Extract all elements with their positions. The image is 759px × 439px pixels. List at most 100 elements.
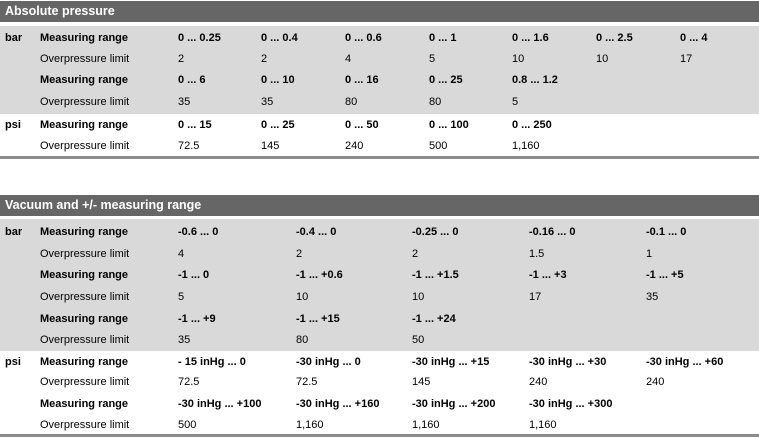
row-label: Measuring range [40,356,129,368]
table-cell: 0 ... 250 [512,119,552,131]
row-label: Overpressure limit [40,140,130,152]
table-cell: 1 [646,248,653,260]
table-cell: -0.6 ... 0 [178,226,219,238]
group-background-bar [0,219,759,351]
table-cell: 2 [261,53,268,65]
row-label: Measuring range [40,226,129,238]
table-cell: 240 [646,376,665,388]
table-cell: -30 inHg ... +200 [412,398,496,410]
table-cell: - 15 inHg ... 0 [178,356,246,368]
table-cell: 0 ... 25 [429,74,463,86]
table-cell: 4 [345,53,352,65]
table-cell: -1 ... +9 [178,313,216,325]
row-label: Measuring range [40,313,129,325]
row-label: Measuring range [40,398,129,410]
row-label: Overpressure limit [40,334,130,346]
row-label: Measuring range [40,119,129,131]
table-cell: 0 ... 1 [429,32,457,44]
table-cell: 0 ... 25 [261,119,295,131]
table-cell: 72.5 [178,376,200,388]
row-label: Overpressure limit [40,248,130,260]
table-cell: -0.16 ... 0 [529,226,576,238]
table-cell: 80 [296,334,309,346]
unit-label: psi [5,119,21,131]
section-title: Vacuum and +/- measuring range [0,195,759,216]
section-title: Absolute pressure [0,1,759,22]
unit-label: psi [5,356,21,368]
table-cell: 1.5 [529,248,545,260]
divider [0,156,759,159]
table-cell: 35 [646,291,659,303]
table-cell: -1 ... +24 [412,313,456,325]
table-cell: 5 [429,53,436,65]
table-cell: 1,160 [512,140,540,152]
row-label: Overpressure limit [40,96,130,108]
table-cell: -30 inHg ... +60 [646,356,724,368]
table-cell: -1 ... +1.5 [412,269,459,281]
table-cell: 1,160 [296,419,324,431]
table-cell: 4 [178,248,185,260]
table-cell: -30 inHg ... +15 [412,356,490,368]
table-cell: 72.5 [178,140,200,152]
table-cell: 17 [529,291,542,303]
table-cell: 0 ... 0.6 [345,32,382,44]
table-cell: 10 [512,53,525,65]
table-cell: 0 ... 0.25 [178,32,221,44]
table-cell: -1 ... +15 [296,313,340,325]
unit-label: bar [5,32,23,44]
row-label: Overpressure limit [40,291,130,303]
table-cell: 2 [178,53,185,65]
table-cell: -1 ... +3 [529,269,567,281]
row-label: Overpressure limit [40,419,130,431]
table-cell: 0 ... 0.4 [261,32,298,44]
table-cell: -0.25 ... 0 [412,226,459,238]
table-cell: 145 [261,140,280,152]
table-cell: 50 [412,334,425,346]
table-cell: -0.1 ... 0 [646,226,687,238]
table-cell: 0 ... 4 [680,32,708,44]
row-label: Overpressure limit [40,376,130,388]
table-cell: 145 [412,376,431,388]
table-cell: 2 [296,248,303,260]
table-cell: 0.8 ... 1.2 [512,74,558,86]
row-label: Measuring range [40,32,129,44]
table-cell: 10 [296,291,309,303]
table-cell: 1,160 [412,419,440,431]
table-cell: 0 ... 1.6 [512,32,549,44]
table-cell: 80 [429,96,442,108]
table-cell: -30 inHg ... 0 [296,356,361,368]
table-cell: 5 [178,291,185,303]
divider [0,434,759,437]
table-cell: -1 ... 0 [178,269,210,281]
table-cell: 500 [178,419,197,431]
row-label: Measuring range [40,74,129,86]
table-cell: -1 ... +5 [646,269,684,281]
group-background-bar [0,26,759,114]
table-cell: 5 [512,96,519,108]
table-cell: 240 [345,140,364,152]
table-cell: -1 ... +0.6 [296,269,343,281]
row-label: Measuring range [40,269,129,281]
table-cell: -30 inHg ... +300 [529,398,613,410]
table-cell: 10 [412,291,425,303]
table-cell: 0 ... 2.5 [596,32,633,44]
table-cell: 35 [261,96,274,108]
table-cell: -0.4 ... 0 [296,226,337,238]
table-cell: 500 [429,140,448,152]
table-cell: -30 inHg ... +160 [296,398,380,410]
table-cell: 2 [412,248,419,260]
table-cell: 0 ... 50 [345,119,379,131]
table-cell: 0 ... 10 [261,74,295,86]
table-cell: 0 ... 6 [178,74,206,86]
table-cell: 10 [596,53,609,65]
row-label: Overpressure limit [40,53,130,65]
unit-label: bar [5,226,23,238]
table-cell: 0 ... 16 [345,74,379,86]
table-cell: 1,160 [529,419,557,431]
table-cell: 0 ... 100 [429,119,469,131]
table-cell: 72.5 [296,376,318,388]
table-cell: 35 [178,334,191,346]
table-cell: 80 [345,96,358,108]
table-cell: 0 ... 15 [178,119,212,131]
table-cell: -30 inHg ... +30 [529,356,607,368]
